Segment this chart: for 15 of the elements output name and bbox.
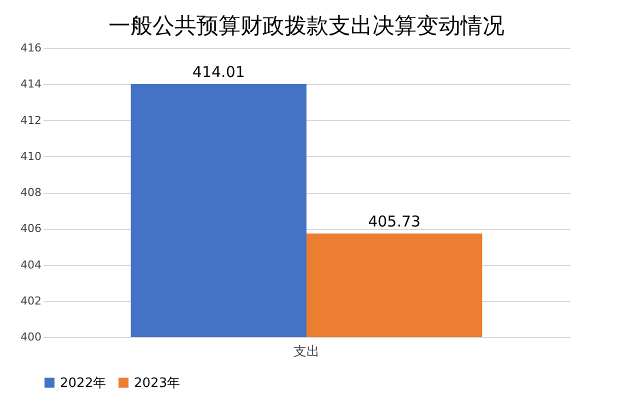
y-tick-label: 402 <box>20 294 42 308</box>
legend-label: 2023年 <box>134 376 180 391</box>
y-tick-label: 408 <box>20 186 42 199</box>
data-label: 405.73 <box>368 212 421 230</box>
data-label: 414.01 <box>192 62 245 81</box>
y-tick-label: 406 <box>20 222 42 236</box>
x-tick-label: 支出 <box>294 344 320 360</box>
y-tick-label: 400 <box>20 330 42 344</box>
y-tick-label: 416 <box>20 42 42 54</box>
chart-title: 一般公共预算财政拨款支出决算变动情况 <box>108 14 504 39</box>
y-tick-label: 410 <box>20 150 42 163</box>
y-tick-label: 404 <box>20 258 42 272</box>
y-tick-label: 412 <box>20 114 42 127</box>
y-tick-label: 414 <box>20 78 42 91</box>
legend-label: 2022年 <box>60 376 106 391</box>
